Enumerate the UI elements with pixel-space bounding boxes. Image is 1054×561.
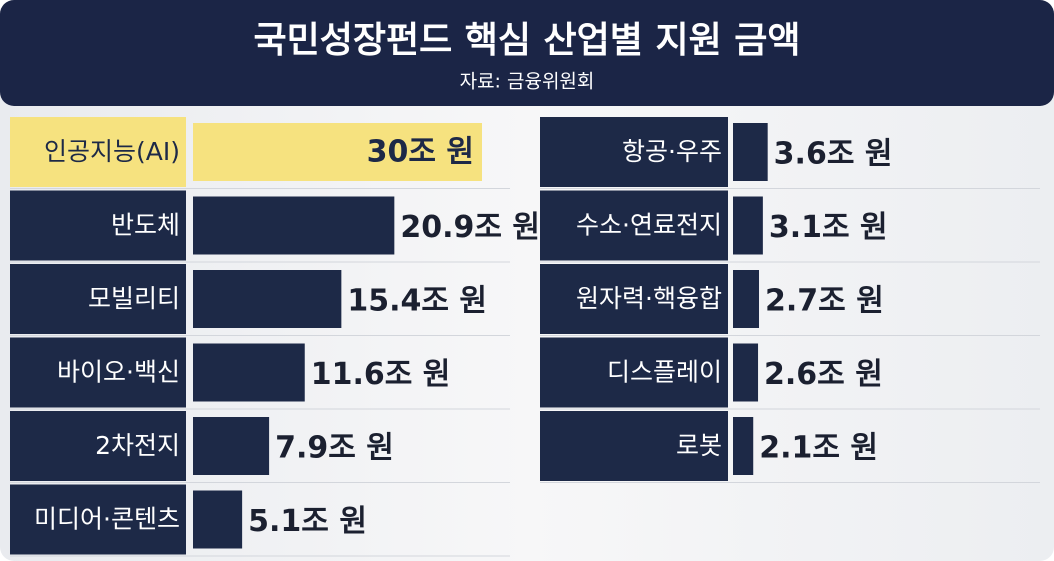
category-label: 모빌리티 bbox=[88, 284, 180, 313]
category-box bbox=[540, 264, 728, 334]
bar bbox=[193, 123, 482, 181]
category-label: 바이오·백신 bbox=[57, 358, 180, 387]
bar bbox=[733, 343, 759, 402]
value-label: 2.1조 원 bbox=[759, 431, 878, 466]
category-box bbox=[540, 337, 728, 408]
category-box bbox=[540, 411, 728, 481]
value-label: 20.9조 원 bbox=[400, 210, 540, 245]
category-box bbox=[10, 411, 186, 481]
category-label: 반도체 bbox=[111, 211, 180, 240]
bar bbox=[733, 196, 763, 255]
category-label: 디스플레이 bbox=[607, 358, 722, 387]
category-label: 미디어·콘텐츠 bbox=[34, 505, 180, 534]
value-label: 3.6조 원 bbox=[774, 137, 893, 172]
category-label: 2차전지 bbox=[95, 431, 180, 460]
category-box bbox=[10, 337, 186, 408]
bar bbox=[733, 417, 754, 475]
category-label: 항공·우주 bbox=[622, 137, 722, 166]
category-box bbox=[540, 117, 728, 187]
value-label: 3.1조 원 bbox=[769, 210, 888, 245]
category-label: 수소·연료전지 bbox=[576, 211, 722, 240]
value-label: 30조 원 bbox=[367, 135, 474, 170]
bar bbox=[193, 490, 243, 549]
bar bbox=[193, 417, 270, 475]
value-label: 11.6조 원 bbox=[311, 357, 451, 392]
bar bbox=[193, 196, 395, 255]
value-label: 7.9조 원 bbox=[275, 431, 394, 466]
chart-subtitle: 자료: 금융위원회 bbox=[460, 71, 595, 93]
value-label: 15.4조 원 bbox=[347, 284, 487, 319]
bar bbox=[733, 270, 760, 328]
bar bbox=[733, 123, 768, 181]
value-label: 5.1조 원 bbox=[248, 504, 367, 539]
category-box bbox=[10, 117, 186, 187]
value-label: 2.6조 원 bbox=[764, 357, 883, 392]
bar bbox=[193, 343, 305, 402]
category-box bbox=[10, 264, 186, 334]
category-label: 인공지능(AI) bbox=[44, 137, 180, 166]
category-label: 원자력·핵융합 bbox=[576, 284, 722, 313]
title-bar bbox=[0, 0, 1054, 106]
category-label: 로봇 bbox=[676, 431, 722, 460]
category-box bbox=[10, 484, 186, 555]
bar bbox=[193, 270, 342, 328]
category-box bbox=[10, 190, 186, 261]
category-box bbox=[540, 190, 728, 261]
chart-title: 국민성장펀드 핵심 산업별 지원 금액 bbox=[254, 20, 801, 61]
value-label: 2.7조 원 bbox=[765, 284, 884, 319]
